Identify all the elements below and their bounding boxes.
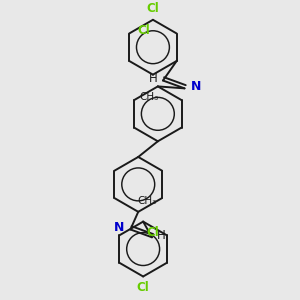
Text: Cl: Cl [137, 24, 150, 37]
Text: CH₃: CH₃ [139, 92, 158, 102]
Text: Cl: Cl [147, 2, 159, 15]
Text: N: N [114, 221, 124, 234]
Text: Cl: Cl [146, 226, 159, 239]
Text: Cl: Cl [137, 281, 149, 294]
Text: N: N [190, 80, 201, 93]
Text: H: H [157, 229, 166, 242]
Text: CH₃: CH₃ [138, 196, 157, 206]
Text: H: H [149, 72, 158, 85]
